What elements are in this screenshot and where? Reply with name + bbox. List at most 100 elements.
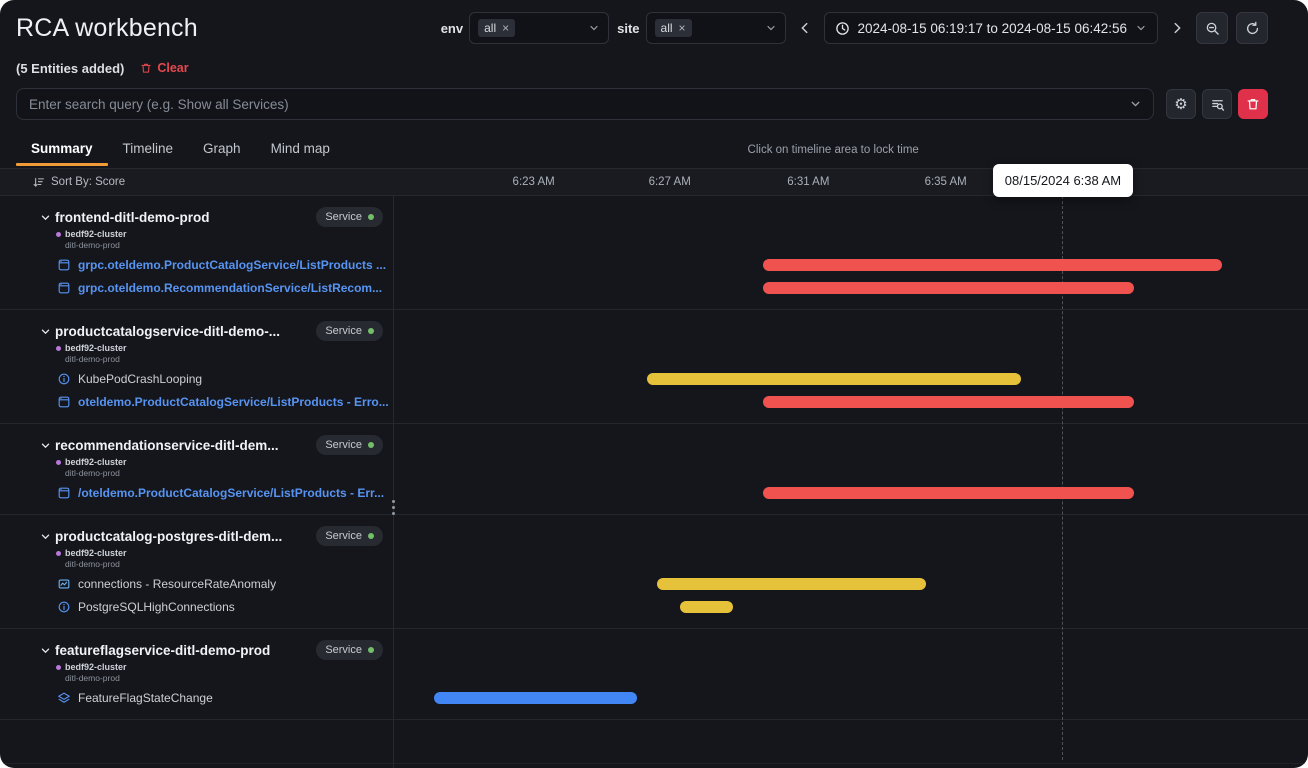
search-bar: ⚙ [0, 80, 1308, 128]
time-tick: 6:23 AM [513, 176, 555, 188]
health-dot-icon [368, 328, 374, 334]
site-chip-value: all [661, 21, 673, 35]
cluster-dot-icon [56, 232, 61, 237]
site-filter-label: site [617, 21, 639, 36]
timeline-bar[interactable] [647, 373, 1020, 385]
alert-label[interactable]: KubePodCrashLooping [78, 372, 202, 386]
entity-child-row: connections - ResourceRateAnomaly [0, 572, 1308, 595]
cluster-dot-icon [56, 551, 61, 556]
collapse-chevron-icon[interactable] [40, 212, 51, 223]
entity-group-header[interactable]: featureflagservice-ditl-demo-prod Servic… [0, 639, 393, 661]
collapse-chevron-icon[interactable] [40, 440, 51, 451]
entity-link[interactable]: oteldemo.ProductCatalogService/ListProdu… [78, 395, 389, 409]
search-list-icon [1210, 97, 1225, 112]
query-inspector-button[interactable] [1202, 89, 1232, 119]
tab-summary[interactable]: Summary [16, 128, 108, 168]
entity-child-row: grpc.oteldemo.ProductCatalogService/List… [0, 253, 1308, 276]
collapse-chevron-icon[interactable] [40, 326, 51, 337]
collapse-chevron-icon[interactable] [40, 531, 51, 542]
entity-child-row: grpc.oteldemo.RecommendationService/List… [0, 276, 1308, 299]
tab-graph[interactable]: Graph [188, 128, 256, 168]
endpoint-icon [57, 395, 71, 409]
clear-button[interactable]: Clear [140, 61, 188, 75]
entity-link[interactable]: /oteldemo.ProductCatalogService/ListProd… [78, 486, 384, 500]
namespace-name: ditl-demo-prod [56, 559, 1308, 569]
delete-query-button[interactable] [1238, 89, 1268, 119]
summary-content: frontend-ditl-demo-prod Service bedf92-c… [0, 196, 1308, 768]
cluster-name: bedf92-cluster [65, 457, 127, 467]
env-filter-label: env [441, 21, 463, 36]
refresh-button[interactable] [1236, 12, 1268, 44]
entity-child-row: KubePodCrashLooping [0, 367, 1308, 390]
timeline-bar[interactable] [657, 578, 926, 590]
entity-group-header[interactable]: productcatalog-postgres-ditl-dem... Serv… [0, 525, 393, 547]
namespace-name: ditl-demo-prod [56, 240, 1308, 250]
entity-name[interactable]: recommendationservice-ditl-dem... [55, 438, 279, 453]
entity-name[interactable]: featureflagservice-ditl-demo-prod [55, 643, 270, 658]
entity-type-label: Service [325, 439, 362, 451]
time-tick: 6:27 AM [649, 176, 691, 188]
entity-type-badge: Service [316, 640, 383, 660]
env-select[interactable]: all × [469, 12, 609, 44]
anomaly-label[interactable]: connections - ResourceRateAnomaly [78, 577, 276, 591]
timeline-bar[interactable] [434, 692, 637, 704]
time-shift-forward-button[interactable] [1166, 12, 1188, 44]
cluster-name: bedf92-cluster [65, 548, 127, 558]
entity-group: productcatalog-postgres-ditl-dem... Serv… [0, 515, 1308, 629]
chevron-down-icon[interactable] [1129, 98, 1142, 111]
sort-by-control[interactable]: Sort By: Score [0, 175, 131, 190]
timeline-bar[interactable] [763, 487, 1134, 499]
entities-bar: (5 Entities added) Clear [0, 56, 1308, 80]
search-input-wrap [16, 88, 1154, 120]
entity-cluster-info: bedf92-cluster ditl-demo-prod [0, 343, 1308, 364]
entity-group-header[interactable]: frontend-ditl-demo-prod Service [0, 206, 393, 228]
timeline-bar[interactable] [763, 282, 1134, 294]
site-select[interactable]: all × [646, 12, 786, 44]
change-event-label[interactable]: FeatureFlagStateChange [78, 691, 213, 705]
view-tabs: Summary Timeline Graph Mind map Click on… [0, 128, 1308, 168]
entity-group-header[interactable]: productcatalogservice-ditl-demo-... Serv… [0, 320, 393, 342]
entity-cluster-info: bedf92-cluster ditl-demo-prod [0, 548, 1308, 569]
page-title: RCA workbench [16, 14, 198, 43]
tab-mind-map[interactable]: Mind map [256, 128, 345, 168]
time-shift-back-button[interactable] [794, 12, 816, 44]
entity-group: featureflagservice-ditl-demo-prod Servic… [0, 629, 1308, 720]
sort-icon [32, 176, 45, 189]
entity-name[interactable]: frontend-ditl-demo-prod [55, 210, 209, 225]
entity-name[interactable]: productcatalogservice-ditl-demo-... [55, 324, 280, 339]
entity-cluster-info: bedf92-cluster ditl-demo-prod [0, 457, 1308, 478]
entity-group: recommendationservice-ditl-dem... Servic… [0, 424, 1308, 515]
zoom-out-button[interactable] [1196, 12, 1228, 44]
endpoint-icon [57, 486, 71, 500]
tab-timeline[interactable]: Timeline [108, 128, 189, 168]
entity-link[interactable]: grpc.oteldemo.ProductCatalogService/List… [78, 258, 386, 272]
time-range-picker[interactable]: 2024-08-15 06:19:17 to 2024-08-15 06:42:… [824, 12, 1158, 44]
alert-label[interactable]: PostgreSQLHighConnections [78, 600, 235, 614]
timeline-bar[interactable] [763, 396, 1134, 408]
entity-child-row: /oteldemo.ProductCatalogService/ListProd… [0, 481, 1308, 504]
remove-env-chip-icon[interactable]: × [502, 22, 509, 34]
time-range-text: 2024-08-15 06:19:17 to 2024-08-15 06:42:… [858, 21, 1127, 36]
site-chip: all × [655, 19, 692, 37]
search-input[interactable] [16, 88, 1154, 120]
health-dot-icon [368, 647, 374, 653]
timeline-bar[interactable] [763, 259, 1222, 271]
refresh-icon [1245, 21, 1260, 36]
entity-link[interactable]: grpc.oteldemo.RecommendationService/List… [78, 281, 382, 295]
cluster-dot-icon [56, 460, 61, 465]
collapse-chevron-icon[interactable] [40, 645, 51, 656]
empty-rows-area [0, 720, 1308, 764]
entity-type-badge: Service [316, 321, 383, 341]
namespace-name: ditl-demo-prod [56, 354, 1308, 364]
health-dot-icon [368, 533, 374, 539]
entity-group-header[interactable]: recommendationservice-ditl-dem... Servic… [0, 434, 393, 456]
settings-button[interactable]: ⚙ [1166, 89, 1196, 119]
endpoint-icon [57, 281, 71, 295]
entity-type-label: Service [325, 211, 362, 223]
timeline-bar[interactable] [680, 601, 733, 613]
entity-name[interactable]: productcatalog-postgres-ditl-dem... [55, 529, 282, 544]
panel-resize-handle[interactable] [390, 498, 397, 517]
remove-site-chip-icon[interactable]: × [679, 22, 686, 34]
search-actions: ⚙ [1166, 89, 1268, 119]
entity-child-row: PostgreSQLHighConnections [0, 595, 1308, 618]
